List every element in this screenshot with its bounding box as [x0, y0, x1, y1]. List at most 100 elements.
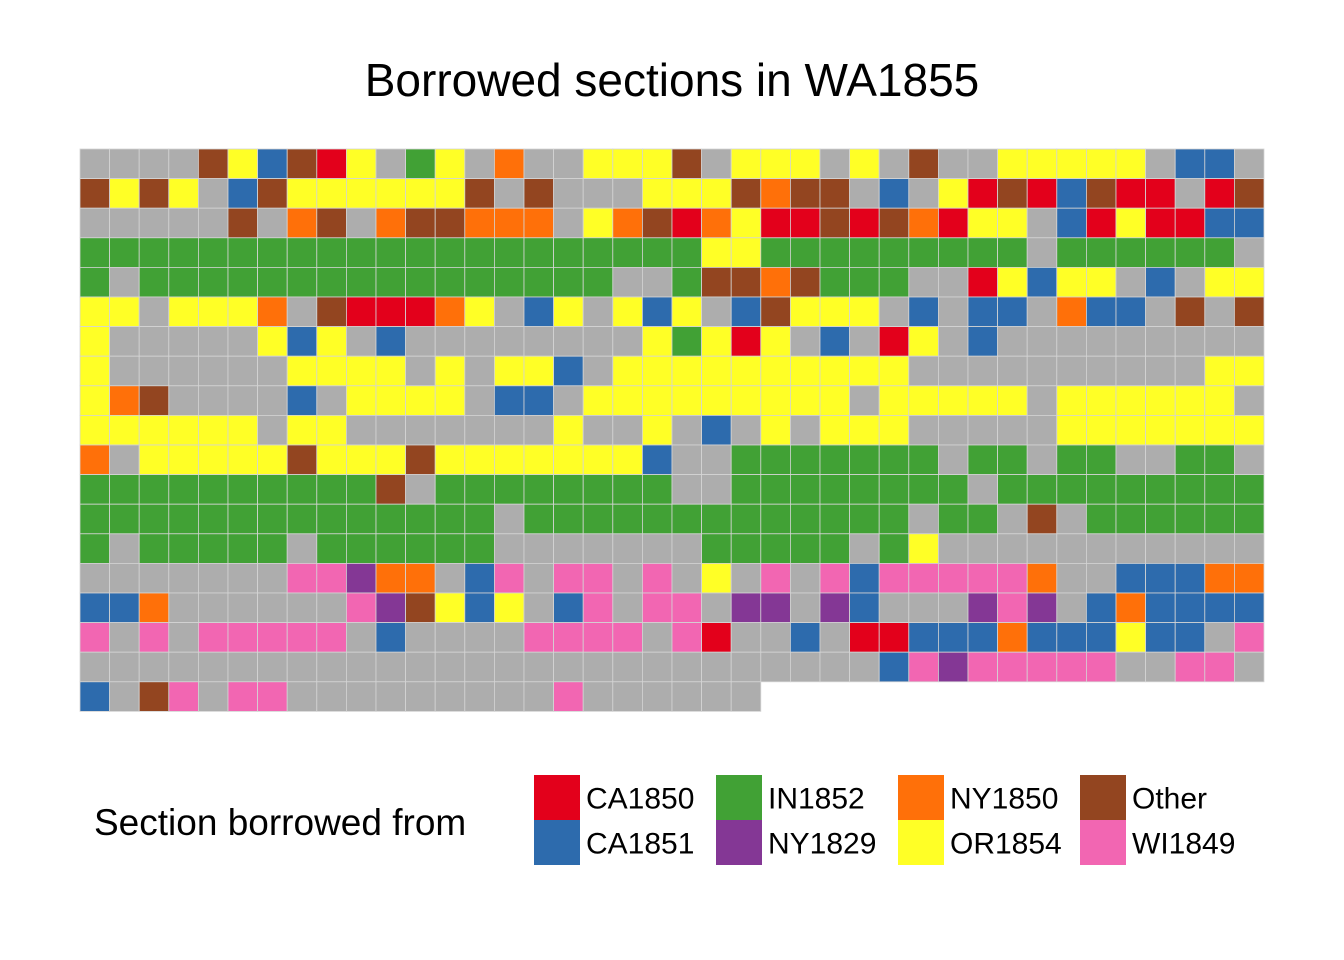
section-cell	[1115, 385, 1147, 416]
section-cell	[434, 178, 466, 209]
section-cell	[642, 444, 673, 476]
section-cell	[493, 237, 525, 268]
section-cell	[967, 207, 999, 239]
section-cell	[938, 207, 969, 239]
section-cell	[1115, 474, 1147, 505]
section-cell	[168, 444, 199, 476]
section-cell	[227, 178, 259, 209]
section-cell	[671, 444, 703, 476]
section-cell	[612, 355, 643, 387]
section-cell	[138, 326, 170, 357]
section-cell	[642, 622, 673, 653]
section-cell	[1145, 355, 1176, 387]
section-cell	[760, 296, 791, 328]
section-cell	[1174, 533, 1206, 564]
legend-key-in1852	[716, 775, 762, 820]
section-cell	[1115, 178, 1147, 209]
section-cell	[138, 563, 170, 594]
section-cell	[464, 266, 495, 298]
section-cell	[523, 651, 555, 683]
section-cell	[1234, 385, 1265, 416]
section-cell	[582, 296, 614, 328]
section-cell	[197, 148, 229, 180]
section-cell	[553, 503, 584, 535]
section-cell	[257, 326, 288, 357]
section-cell	[257, 355, 288, 387]
section-grid	[79, 148, 1265, 712]
section-cell	[790, 592, 821, 624]
section-cell	[938, 296, 969, 328]
section-cell	[1204, 651, 1235, 683]
section-cell	[997, 503, 1028, 535]
section-cell	[642, 237, 673, 268]
section-cell	[849, 237, 880, 268]
section-cell	[197, 266, 229, 298]
section-cell	[553, 178, 584, 209]
section-cell	[1145, 266, 1176, 298]
section-cell	[1174, 414, 1206, 446]
section-cell	[493, 474, 525, 505]
section-cell	[878, 207, 910, 239]
section-cell	[701, 326, 732, 357]
section-cell	[849, 355, 880, 387]
section-cell	[760, 385, 791, 416]
section-cell	[849, 385, 880, 416]
section-cell	[375, 474, 407, 505]
section-cell	[493, 444, 525, 476]
section-cell	[316, 148, 347, 180]
section-cell	[79, 444, 111, 476]
section-cell	[671, 296, 703, 328]
section-cell	[523, 503, 555, 535]
section-cell	[908, 414, 939, 446]
section-cell	[227, 207, 259, 239]
section-cell	[523, 533, 555, 564]
section-cell	[257, 385, 288, 416]
section-cell	[612, 266, 643, 298]
section-cell	[1056, 622, 1087, 653]
section-cell	[257, 503, 288, 535]
section-cell	[1234, 355, 1265, 387]
section-cell	[1115, 533, 1147, 564]
section-cell	[997, 266, 1028, 298]
section-cell	[405, 296, 436, 328]
section-cell	[849, 207, 880, 239]
section-cell	[612, 563, 643, 594]
section-cell	[671, 266, 703, 298]
section-cell	[1056, 178, 1087, 209]
section-cell	[1204, 414, 1235, 446]
section-cell	[79, 622, 111, 653]
section-cell	[701, 444, 732, 476]
section-cell	[642, 414, 673, 446]
section-cell	[405, 651, 436, 683]
section-cell	[878, 414, 910, 446]
section-cell	[760, 533, 791, 564]
section-cell	[1026, 178, 1058, 209]
section-cell	[790, 474, 821, 505]
section-cell	[582, 207, 614, 239]
section-cell	[760, 237, 791, 268]
section-cell	[316, 444, 347, 476]
section-cell	[967, 148, 999, 180]
section-cell	[434, 444, 466, 476]
section-cell	[405, 444, 436, 476]
section-cell	[582, 651, 614, 683]
section-cell	[227, 592, 259, 624]
section-cell	[1204, 444, 1235, 476]
section-cell	[790, 444, 821, 476]
section-cell	[197, 563, 229, 594]
section-cell	[434, 592, 466, 624]
section-cell	[316, 207, 347, 239]
section-cell	[138, 355, 170, 387]
section-cell	[967, 385, 999, 416]
section-cell	[1056, 207, 1087, 239]
section-cell	[1174, 622, 1206, 653]
section-cell	[286, 207, 318, 239]
section-cell	[967, 592, 999, 624]
section-cell	[79, 681, 111, 712]
section-cell	[197, 503, 229, 535]
section-cell	[553, 355, 584, 387]
section-cell	[286, 503, 318, 535]
section-cell	[819, 503, 851, 535]
section-cell	[405, 533, 436, 564]
section-cell	[109, 503, 140, 535]
